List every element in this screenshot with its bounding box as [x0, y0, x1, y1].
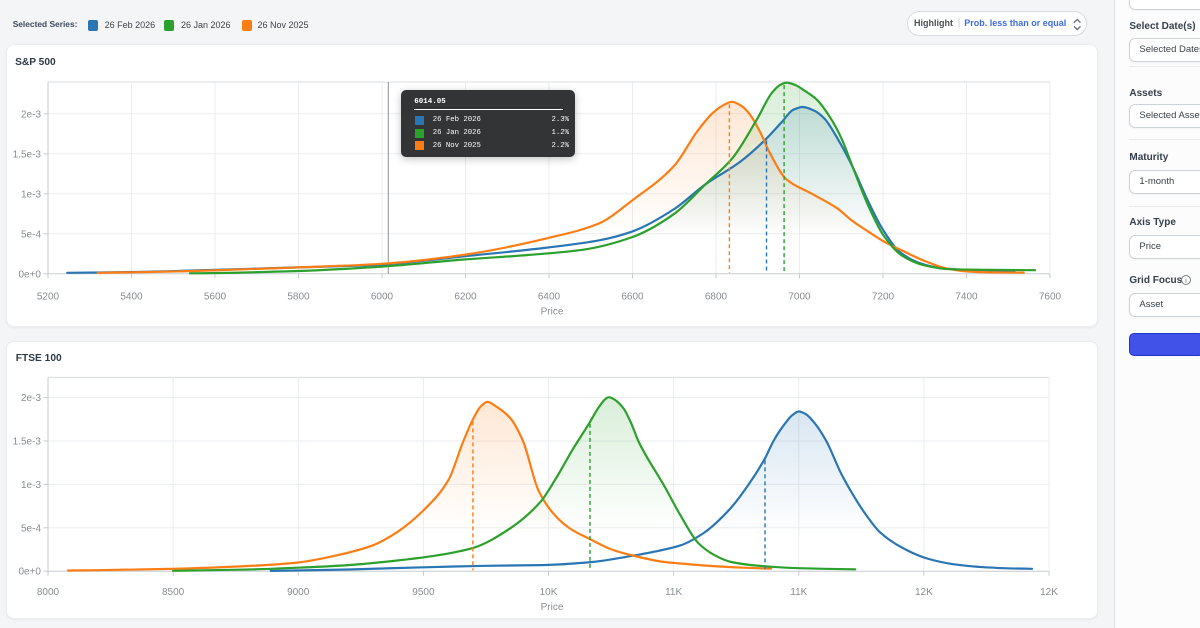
svg-text:1.5e-3: 1.5e-3 — [13, 149, 42, 160]
svg-text:7200: 7200 — [872, 292, 895, 303]
svg-text:5200: 5200 — [37, 292, 60, 303]
svg-text:5e-4: 5e-4 — [21, 229, 41, 240]
svg-text:8000: 8000 — [37, 587, 60, 598]
svg-text:Price: Price — [541, 307, 564, 318]
svg-text:1e-3: 1e-3 — [21, 480, 41, 491]
svg-text:11K: 11K — [790, 587, 807, 598]
svg-text:6600: 6600 — [621, 292, 644, 303]
svg-text:5e-4: 5e-4 — [21, 523, 41, 534]
svg-text:5400: 5400 — [120, 292, 143, 303]
svg-text:7000: 7000 — [788, 292, 811, 303]
svg-text:6400: 6400 — [538, 292, 561, 303]
svg-text:9000: 9000 — [287, 587, 310, 598]
svg-text:1e-3: 1e-3 — [21, 189, 41, 200]
svg-text:2e-3: 2e-3 — [21, 393, 41, 404]
svg-text:5600: 5600 — [204, 292, 227, 303]
svg-text:8500: 8500 — [162, 587, 185, 598]
svg-text:1.5e-3: 1.5e-3 — [13, 437, 42, 448]
svg-text:0e+0: 0e+0 — [18, 269, 41, 280]
svg-text:10K: 10K — [540, 587, 558, 598]
svg-text:0e+0: 0e+0 — [18, 567, 41, 578]
svg-text:12K: 12K — [915, 587, 933, 598]
svg-text:7400: 7400 — [955, 292, 978, 303]
svg-text:5800: 5800 — [287, 292, 310, 303]
svg-text:11K: 11K — [665, 587, 682, 598]
svg-text:2e-3: 2e-3 — [21, 109, 41, 120]
svg-text:6000: 6000 — [371, 292, 394, 303]
svg-text:6200: 6200 — [454, 292, 477, 303]
svg-text:6800: 6800 — [705, 292, 728, 303]
svg-text:9500: 9500 — [412, 587, 435, 598]
svg-text:Price: Price — [541, 602, 564, 613]
svg-text:12K: 12K — [1040, 587, 1058, 598]
svg-text:7600: 7600 — [1039, 292, 1062, 303]
